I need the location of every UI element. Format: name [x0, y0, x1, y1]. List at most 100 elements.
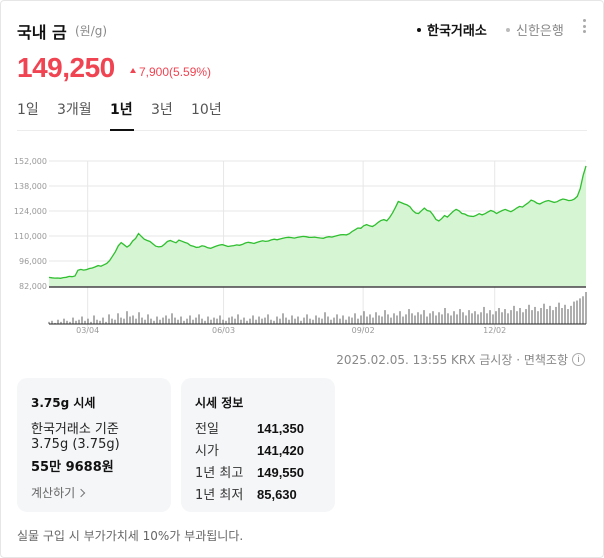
volume-bar: [243, 317, 245, 324]
volume-bar: [132, 315, 134, 324]
volume-bar: [585, 292, 587, 324]
volume-bar: [552, 310, 554, 324]
volume-bar: [363, 311, 365, 324]
weight-basis: 한국거래소 기준: [31, 422, 119, 437]
y-tick-label: 96,000: [19, 257, 47, 266]
volume-bar: [456, 314, 458, 324]
volume-bar: [546, 309, 548, 324]
volume-bar: [447, 313, 449, 324]
volume-bar: [423, 310, 425, 324]
volume-bar: [216, 318, 218, 324]
volume-bar: [468, 310, 470, 324]
price-change-pct: (5.59%): [169, 65, 212, 79]
volume-bar: [516, 311, 518, 324]
volume-bar: [273, 320, 275, 324]
volume-bar: [48, 321, 50, 324]
volume-bar: [87, 318, 89, 324]
volume-bar: [117, 313, 119, 324]
info-key: 전일: [195, 422, 219, 437]
tab-3m[interactable]: 3개월: [57, 102, 92, 118]
info-key: 1년 최고: [195, 466, 244, 481]
volume-bar: [129, 316, 131, 324]
source-krx[interactable]: 한국거래소: [417, 20, 487, 39]
info-row-high: 1년 최고 149,550: [195, 462, 325, 481]
price-change-value: 7,900: [139, 65, 170, 79]
volume-bar: [375, 312, 377, 324]
volume-bar: [342, 315, 344, 324]
volume-bar: [279, 318, 281, 324]
volume-bar: [450, 315, 452, 324]
volume-bar: [276, 316, 278, 324]
source-shinhan[interactable]: 신한은행: [506, 20, 564, 39]
volume-bar: [177, 319, 179, 324]
bullet-icon: [506, 27, 510, 32]
volume-bar: [510, 310, 512, 324]
volume-bar: [438, 312, 440, 324]
volume-bar: [417, 312, 419, 324]
volume-bar: [483, 306, 485, 324]
volume-bar: [534, 306, 536, 324]
volume-bar: [549, 305, 551, 324]
vat-note: 실물 구입 시 부가가치세 10%가 부과됩니다.: [17, 529, 244, 543]
volume-bar: [255, 319, 257, 324]
volume-bar: [54, 322, 56, 324]
volume-bar: [345, 319, 347, 324]
volume-bar: [378, 315, 380, 324]
tab-1d[interactable]: 1일: [17, 102, 39, 118]
source-shinhan-label: 신한은행: [516, 24, 564, 39]
volume-bar: [444, 308, 446, 324]
volume-bar: [78, 319, 80, 324]
volume-bar: [222, 319, 224, 324]
volume-bar: [99, 320, 101, 324]
volume-bar: [156, 316, 158, 324]
more-options-icon[interactable]: [579, 17, 589, 35]
x-tick-label: 09/02: [352, 326, 375, 335]
volume-bar: [504, 309, 506, 324]
tab-1y[interactable]: 1년: [110, 99, 134, 131]
page-title: 국내 금: [17, 23, 67, 42]
volume-bar: [318, 317, 320, 324]
volume-bar: [159, 319, 161, 324]
volume-bar: [564, 304, 566, 324]
calculate-link[interactable]: 계산하기: [31, 484, 86, 501]
volume-bar: [348, 316, 350, 324]
weight-amount: 3.75g (3.75g): [31, 437, 120, 452]
volume-bar: [204, 320, 206, 324]
volume-bar: [360, 315, 362, 324]
volume-bar: [246, 320, 248, 324]
volume-bar: [258, 316, 260, 324]
info-icon[interactable]: i: [572, 353, 585, 366]
volume-bar: [60, 321, 62, 324]
volume-bar: [579, 298, 581, 324]
calculate-link-label: 계산하기: [31, 486, 76, 500]
volume-bar: [297, 316, 299, 324]
volume-bar: [84, 320, 86, 324]
x-tick-label: 06/03: [212, 326, 235, 335]
volume-bar: [291, 315, 293, 324]
volume-bar: [372, 317, 374, 324]
tab-10y[interactable]: 10년: [191, 102, 222, 118]
volume-bar: [162, 317, 164, 324]
weight-price: 55만 9688원: [31, 460, 114, 475]
volume-bar: [168, 318, 170, 324]
volume-bar: [573, 301, 575, 324]
price-unit: (원/g): [75, 24, 108, 38]
volume-bar: [519, 308, 521, 324]
volume-bar: [399, 311, 401, 324]
volume-bar: [441, 314, 443, 324]
volume-bar: [531, 310, 533, 324]
volume-bar: [474, 311, 476, 324]
info-value: 85,630: [257, 487, 297, 502]
volume-bar: [147, 314, 149, 324]
volume-bar: [153, 320, 155, 324]
y-tick-label: 152,000: [14, 157, 47, 166]
volume-bar: [81, 316, 83, 324]
info-key: 1년 최저: [195, 488, 244, 503]
volume-bar: [249, 318, 251, 324]
volume-bar: [123, 318, 125, 324]
volume-bar: [459, 309, 461, 324]
volume-bar: [93, 315, 95, 324]
tab-3y[interactable]: 3년: [151, 102, 173, 118]
volume-bar: [540, 308, 542, 324]
volume-bar: [234, 318, 236, 324]
